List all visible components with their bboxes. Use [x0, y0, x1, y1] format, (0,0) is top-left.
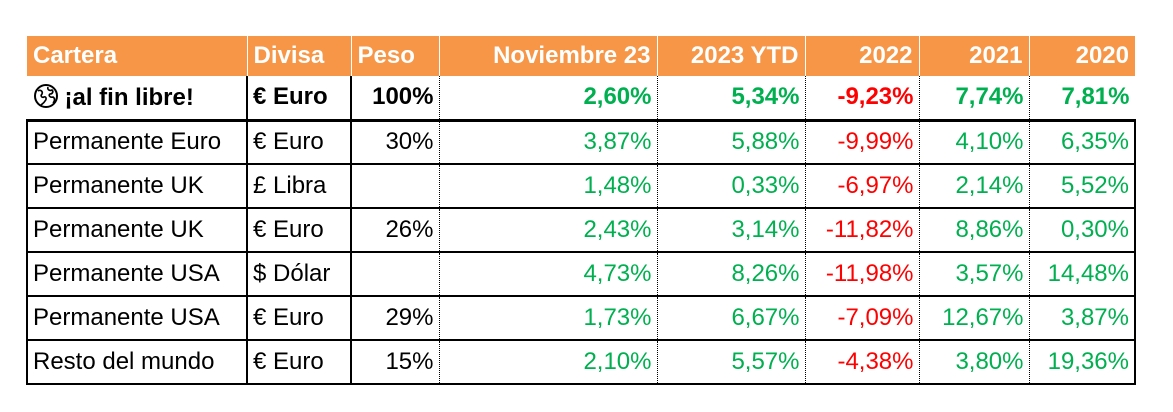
row-cartera: Permanente USA — [26, 296, 248, 341]
row-ytd: 3,14% — [657, 208, 806, 253]
row-2022: -6,97% — [805, 164, 920, 209]
row-2021: 2,14% — [919, 164, 1030, 209]
header-ytd: 2023 YTD — [657, 36, 806, 76]
row-cartera: Permanente UK — [26, 208, 248, 253]
row-2022: -4,38% — [805, 340, 920, 385]
total-cartera-cell: ¡al fin libre! — [26, 76, 248, 122]
row-cartera: Permanente Euro — [26, 120, 248, 165]
row-ytd: 5,88% — [657, 120, 806, 165]
row-2020: 14,48% — [1029, 252, 1136, 297]
row-ytd: 5,57% — [657, 340, 806, 385]
row-divisa: € Euro — [247, 120, 352, 165]
row-2021: 12,67% — [919, 296, 1030, 341]
row-divisa: € Euro — [247, 208, 352, 253]
row-noviembre: 2,10% — [439, 340, 658, 385]
row-2022: -11,98% — [805, 252, 920, 297]
row-divisa: € Euro — [247, 296, 352, 341]
row-2021: 3,80% — [919, 340, 1030, 385]
row-2021: 3,57% — [919, 252, 1030, 297]
globe-icon — [33, 83, 59, 109]
row-ytd: 8,26% — [657, 252, 806, 297]
total-ytd: 5,34% — [657, 76, 806, 122]
header-cartera: Cartera — [27, 36, 248, 76]
table-row: Permanente UK € Euro 26% 2,43% 3,14% -11,82% 8… — [26, 208, 1136, 253]
row-2022: -7,09% — [805, 296, 920, 341]
row-2020: 19,36% — [1029, 340, 1136, 385]
row-2020: 3,87% — [1029, 296, 1136, 341]
header-noviembre: Noviembre 23 — [439, 36, 658, 76]
total-cartera-label: ¡al fin libre! — [64, 83, 194, 111]
table-row: Permanente USA € Euro 29% 1,73% 6,67% -7,09% 1… — [26, 296, 1136, 341]
row-divisa: € Euro — [247, 340, 352, 385]
row-peso: 29% — [351, 296, 440, 341]
total-row: ¡al fin libre! € Euro 100% 2,60% 5,34% -… — [26, 76, 1136, 122]
table-row: Permanente USA $ Dólar 4,73% 8,26% -11,98% 3,… — [26, 252, 1136, 297]
total-peso: 100% — [351, 76, 440, 122]
header-2021: 2021 — [919, 36, 1030, 76]
total-divisa: € Euro — [247, 76, 352, 122]
row-cartera: Permanente USA — [26, 252, 248, 297]
row-2022: -9,99% — [805, 120, 920, 165]
total-noviembre: 2,60% — [439, 76, 658, 122]
row-2021: 4,10% — [919, 120, 1030, 165]
header-row: Cartera Divisa Peso Noviembre 23 2023 YT… — [27, 36, 1135, 76]
total-2021: 7,74% — [919, 76, 1030, 122]
row-cartera: Permanente UK — [26, 164, 248, 209]
row-peso: 30% — [351, 120, 440, 165]
row-2022: -11,82% — [805, 208, 920, 253]
row-noviembre: 1,48% — [439, 164, 658, 209]
table-row: Resto del mundo € Euro 15% 2,10% 5,57% -4,38%… — [26, 340, 1136, 385]
row-peso: 26% — [351, 208, 440, 253]
header-2020: 2020 — [1029, 36, 1135, 76]
row-2020: 5,52% — [1029, 164, 1136, 209]
row-2020: 0,30% — [1029, 208, 1136, 253]
row-peso — [351, 252, 440, 297]
row-noviembre: 4,73% — [439, 252, 658, 297]
row-noviembre: 1,73% — [439, 296, 658, 341]
total-2022: -9,23% — [805, 76, 920, 122]
row-ytd: 6,67% — [657, 296, 806, 341]
table-row: Permanente UK £ Libra 1,48% 0,33% -6,97% 2,14… — [26, 164, 1136, 209]
row-2020: 6,35% — [1029, 120, 1136, 165]
header-divisa: Divisa — [247, 36, 352, 76]
portfolio-returns-table: Cartera Divisa Peso Noviembre 23 2023 YT… — [26, 36, 1136, 385]
table-row: Permanente Euro € Euro 30% 3,87% 5,88% -9,99%… — [26, 120, 1136, 165]
header-peso: Peso — [351, 36, 440, 76]
row-divisa: £ Libra — [247, 164, 352, 209]
header-2022: 2022 — [805, 36, 920, 76]
row-divisa: $ Dólar — [247, 252, 352, 297]
row-noviembre: 2,43% — [439, 208, 658, 253]
row-peso — [351, 164, 440, 209]
row-cartera: Resto del mundo — [26, 340, 248, 385]
total-2020: 7,81% — [1029, 76, 1136, 122]
row-ytd: 0,33% — [657, 164, 806, 209]
row-noviembre: 3,87% — [439, 120, 658, 165]
row-2021: 8,86% — [919, 208, 1030, 253]
row-peso: 15% — [351, 340, 440, 385]
